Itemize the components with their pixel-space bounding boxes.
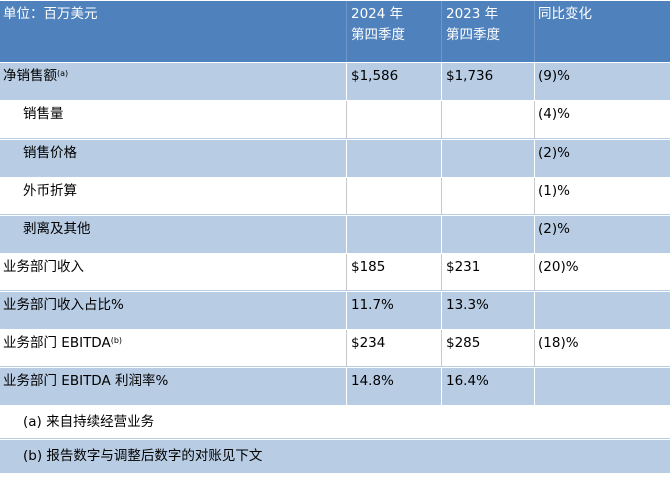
header-unit: 单位：百万美元: [3, 6, 98, 22]
row-value-2023: $1,736: [441, 63, 534, 100]
row-value-2023: [441, 178, 534, 214]
footnote-a: (a) 来自持续经营业务: [0, 405, 670, 439]
row-value-2023: $285: [441, 330, 534, 366]
table-row-price: 销售价格 (2)%: [0, 139, 670, 177]
row-value-2023: $231: [441, 254, 534, 290]
row-value-2023: [441, 216, 534, 253]
row-value-2024: $234: [346, 330, 441, 366]
table-row-net-sales: 净销售额(a) $1,586 $1,736 (9)%: [0, 62, 670, 100]
row-value-2024: [346, 101, 441, 138]
header-2024-quarter: 第四季度: [351, 27, 405, 43]
table-row-fx: 外币折算 (1)%: [0, 177, 670, 215]
header-2023-year: 2023 年: [446, 6, 499, 22]
table-row-segment-income: 业务部门收入 $185 $231 (20)%: [0, 253, 670, 291]
table-row-segment-income-pct: 业务部门收入占比% 11.7% 13.3%: [0, 291, 670, 329]
row-value-2023: [441, 140, 534, 177]
row-label: 业务部门 EBITDA(b): [3, 335, 123, 351]
table-row-ebitda: 业务部门 EBITDA(b) $234 $285 (18)%: [0, 329, 670, 367]
header-2023: 2023 年 第四季度: [441, 1, 534, 62]
row-label: 销售量: [23, 106, 64, 122]
row-change: (2)%: [534, 140, 670, 177]
footnote-ref-b: (b): [110, 336, 123, 345]
row-value-2024: 14.8%: [346, 368, 441, 405]
row-change: [534, 292, 670, 329]
row-change: (9)%: [534, 63, 670, 100]
row-change: (1)%: [534, 178, 670, 214]
row-change: (18)%: [534, 330, 670, 366]
row-value-2023: 13.3%: [441, 292, 534, 329]
header-2024: 2024 年 第四季度: [346, 1, 441, 62]
footnote-ref-a: (a): [57, 69, 69, 78]
footnote-b: (b) 报告数字与调整后数字的对账见下文: [0, 439, 670, 473]
row-change: (4)%: [534, 101, 670, 138]
table-row-ebitda-margin: 业务部门 EBITDA 利润率% 14.8% 16.4%: [0, 367, 670, 405]
table-row-divestiture: 剥离及其他 (2)%: [0, 215, 670, 253]
header-change: 同比变化: [534, 1, 670, 62]
row-label: 业务部门收入: [3, 259, 84, 275]
row-label: 净销售额(a): [3, 68, 69, 84]
row-value-2024: [346, 216, 441, 253]
row-label: 业务部门收入占比%: [3, 297, 124, 313]
table-header: 单位：百万美元 2024 年 第四季度 2023 年 第四季度 同比变化: [0, 0, 670, 62]
row-change: [534, 368, 670, 405]
footnote-b-text: (b) 报告数字与调整后数字的对账见下文: [23, 448, 263, 464]
header-2023-quarter: 第四季度: [446, 27, 500, 43]
row-value-2024: $1,586: [346, 63, 441, 100]
row-value-2023: [441, 101, 534, 138]
table-row-volume: 销售量 (4)%: [0, 100, 670, 139]
row-label: 外币折算: [23, 183, 77, 199]
row-label: 剥离及其他: [23, 221, 91, 237]
header-2024-year: 2024 年: [351, 6, 404, 22]
row-label: 销售价格: [23, 145, 77, 161]
row-label: 业务部门 EBITDA 利润率%: [3, 373, 169, 389]
row-value-2024: 11.7%: [346, 292, 441, 329]
row-value-2024: $185: [346, 254, 441, 290]
row-change: (2)%: [534, 216, 670, 253]
row-value-2024: [346, 178, 441, 214]
row-value-2024: [346, 140, 441, 177]
footnote-a-text: (a) 来自持续经营业务: [23, 414, 155, 430]
row-change: (20)%: [534, 254, 670, 290]
row-value-2023: 16.4%: [441, 368, 534, 405]
